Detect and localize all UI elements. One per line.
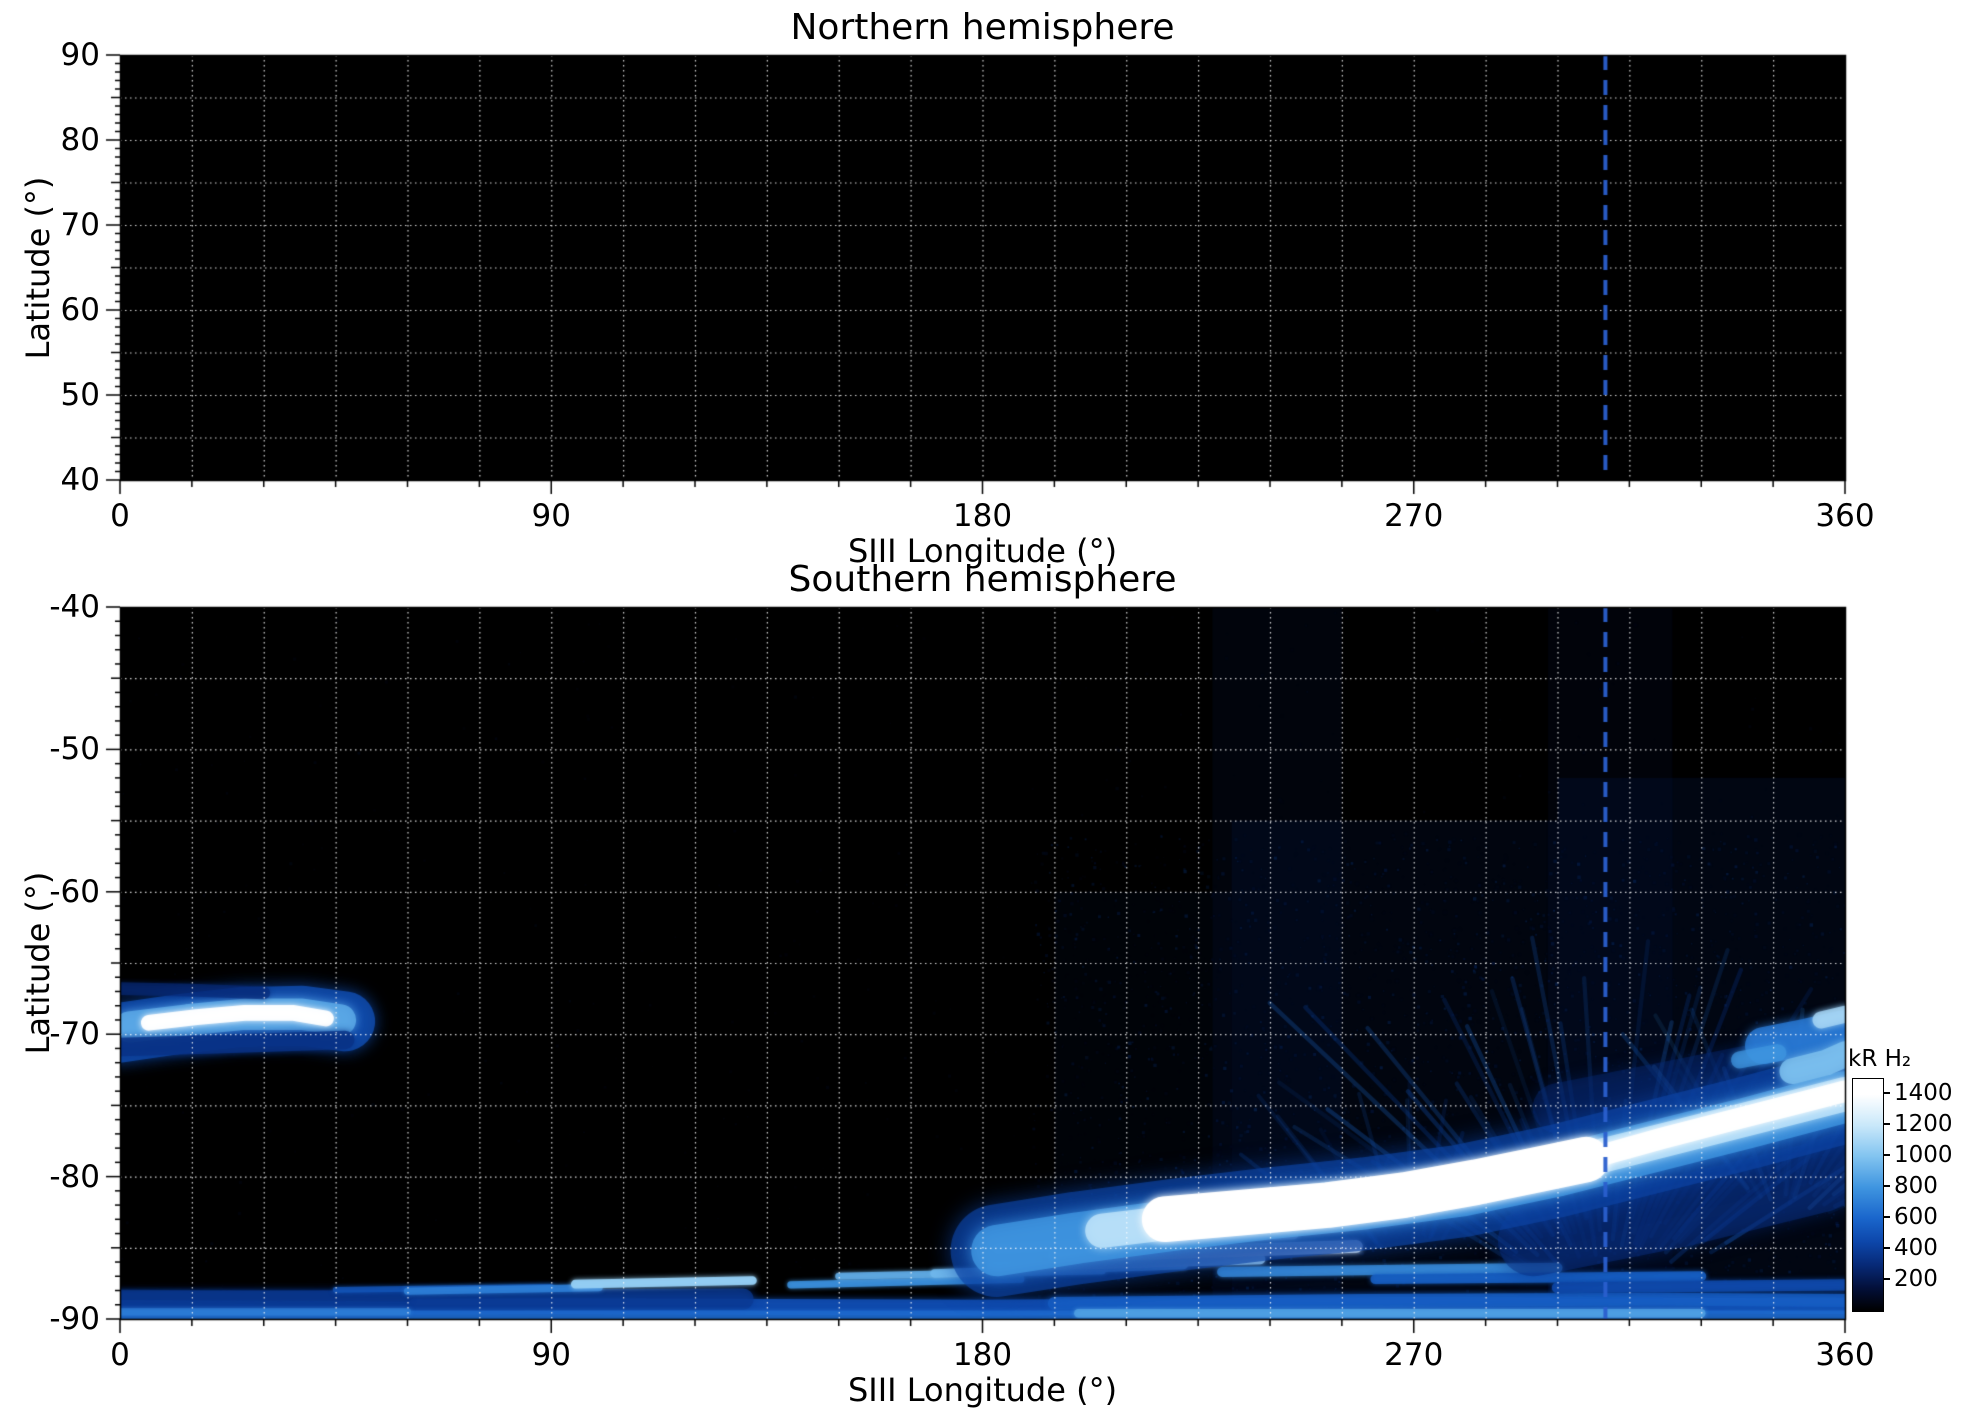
y-tick-label: 60 <box>60 292 100 328</box>
y-tick-label: -90 <box>49 1301 100 1337</box>
north-y-axis-label: Latitude (°) <box>19 176 57 359</box>
y-tick-label: -80 <box>49 1158 100 1195</box>
x-tick-label: 360 <box>1815 1337 1875 1373</box>
y-tick-label: 90 <box>60 37 100 73</box>
y-tick-label: -50 <box>49 731 100 768</box>
colorbar-tick-mark <box>1883 1278 1890 1281</box>
y-tick-label: 40 <box>60 462 100 498</box>
y-tick-label: -40 <box>49 589 100 625</box>
south-x-axis-label: SIII Longitude (°) <box>847 1371 1118 1409</box>
x-tick-label: 180 <box>952 1337 1013 1373</box>
colorbar-tick-mark <box>1883 1247 1890 1250</box>
panel-title-north: Northern hemisphere <box>790 7 1175 48</box>
colorbar-tick-label: 800 <box>1894 1173 1938 1200</box>
colorbar-tick-label: 600 <box>1894 1204 1938 1231</box>
colorbar-tick-label: 400 <box>1894 1235 1938 1262</box>
x-tick-label: 180 <box>952 498 1013 534</box>
panel-title-south: Southern hemisphere <box>788 559 1177 600</box>
x-tick-label: 360 <box>1815 498 1875 534</box>
colorbar-tick-mark <box>1883 1216 1890 1219</box>
colorbar-tick-mark <box>1883 1092 1890 1095</box>
x-tick-label: 90 <box>531 498 571 534</box>
colorbar-unit-label: kR H₂ <box>1848 1046 1912 1072</box>
colorbar-tick-label: 1400 <box>1894 1080 1953 1107</box>
colorbar-tick-label: 1200 <box>1894 1111 1953 1138</box>
colorbar-gradient <box>1852 1078 1884 1312</box>
x-tick-label: 90 <box>531 1337 571 1373</box>
colorbar-tick-mark <box>1883 1185 1890 1188</box>
colorbar-tick-label: 1000 <box>1894 1142 1953 1169</box>
x-tick-label: 270 <box>1384 1337 1444 1373</box>
x-tick-label: 270 <box>1384 498 1444 534</box>
north-x-axis-label: SIII Longitude (°) <box>847 532 1118 570</box>
y-tick-label: 50 <box>60 377 100 413</box>
x-tick-label: 0 <box>110 1337 130 1373</box>
colorbar-tick-mark <box>1883 1123 1890 1126</box>
y-tick-label: -70 <box>49 1016 100 1053</box>
y-tick-label: 70 <box>60 207 100 243</box>
x-tick-label: 0 <box>110 498 130 534</box>
colorbar-tick-mark <box>1883 1154 1890 1157</box>
y-tick-label: 80 <box>60 122 100 158</box>
y-tick-label: -60 <box>49 873 100 910</box>
colorbar-tick-label: 200 <box>1894 1266 1938 1293</box>
